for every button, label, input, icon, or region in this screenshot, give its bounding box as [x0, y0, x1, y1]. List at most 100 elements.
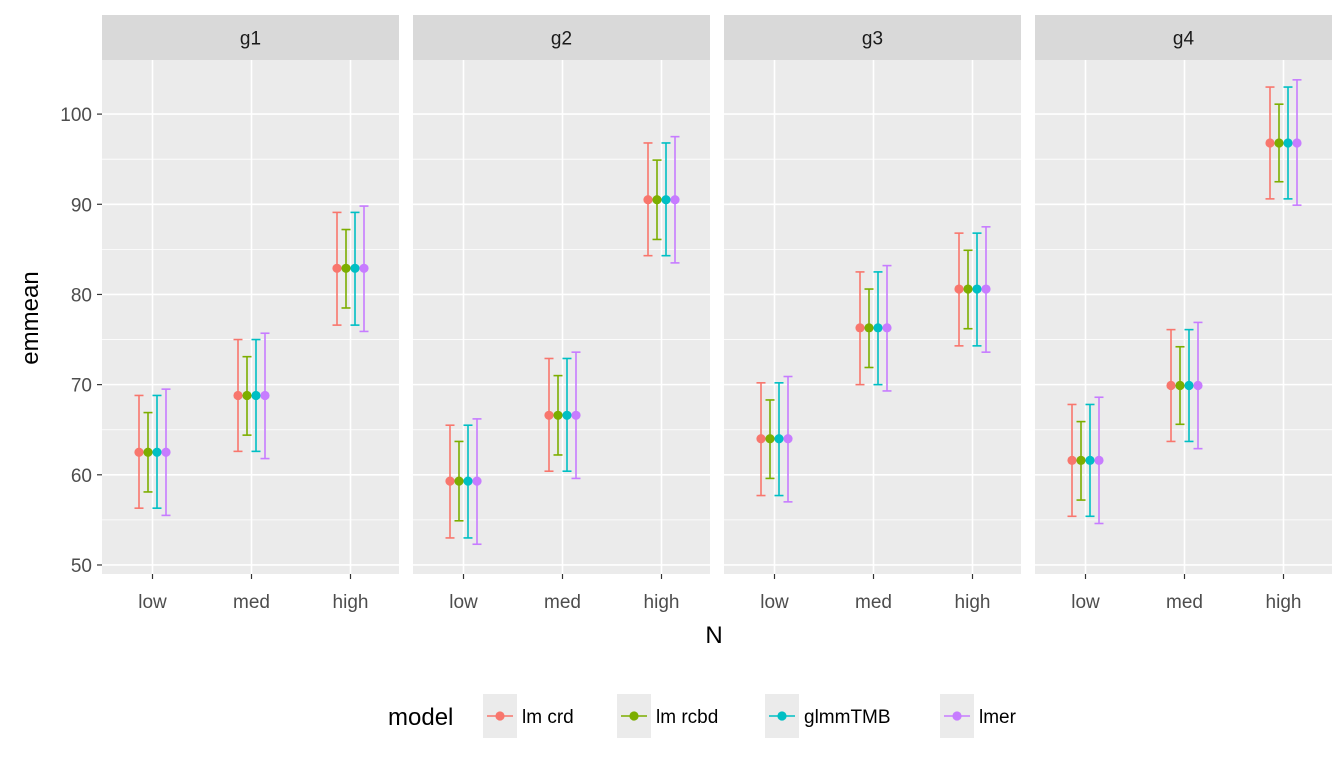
point-g2-lmer-high — [670, 195, 680, 205]
y-tick-label-80: 80 — [71, 285, 92, 306]
panel-g2: g2 low med high — [413, 15, 710, 613]
panels-layer: g1 low med high g2 low med high g3 low med high g4 lo… — [102, 15, 1332, 613]
point-g4-lm-rcbd-high — [1274, 138, 1284, 148]
point-g2-lmer-low — [472, 476, 482, 486]
y-tick-label-90: 90 — [71, 195, 92, 216]
strip-g1 — [102, 15, 399, 60]
x-tick-label-g2-med: med — [544, 592, 581, 613]
point-g1-glmmtmb-med — [251, 390, 261, 401]
point-g4-lmer-med — [1193, 380, 1203, 391]
strip-label-g1: g1 — [240, 29, 261, 50]
x-tick-label-g4-high: high — [1266, 592, 1302, 613]
point-g4-lmer-low — [1094, 455, 1104, 465]
x-tick-label-g1-high: high — [333, 592, 369, 613]
x-tick-label-g3-med: med — [855, 592, 892, 613]
point-g1-lm-crd-med — [233, 390, 243, 401]
legend-label-lm-crd: lm crd — [522, 707, 574, 728]
panel-g3: g3 low med high — [724, 15, 1021, 613]
point-g2-lm-crd-med — [544, 410, 554, 420]
point-g4-lm-crd-high — [1265, 138, 1275, 148]
panel-g4: g4 low med high — [1035, 15, 1332, 613]
point-g2-glmmtmb-med — [562, 410, 572, 420]
legend-item-lm-rcbd: lm rcbd — [617, 694, 718, 738]
legend-label-lm-rcbd: lm rcbd — [656, 707, 718, 728]
panel-g1: g1 low med high — [102, 15, 399, 613]
point-g4-lmer-high — [1292, 138, 1302, 148]
point-g1-lmer-low — [161, 447, 171, 457]
point-g4-lm-rcbd-med — [1175, 380, 1185, 391]
x-tick-label-g2-low: low — [449, 592, 478, 613]
strip-label-g4: g4 — [1173, 29, 1195, 50]
legend: model lm crd lm rcbd glmmTMB lmer — [388, 694, 1017, 738]
point-g2-glmmtmb-low — [463, 476, 473, 486]
strip-g4 — [1035, 15, 1332, 60]
y-axis: 50 60 70 80 90 100 — [60, 105, 102, 577]
point-g3-lm-crd-low — [756, 434, 766, 444]
x-tick-label-g1-low: low — [138, 592, 167, 613]
point-g1-lmer-high — [359, 263, 369, 273]
x-tick-label-g4-low: low — [1071, 592, 1100, 613]
point-g3-lmer-med — [882, 323, 892, 333]
strip-g2 — [413, 15, 710, 60]
point-g2-glmmtmb-high — [661, 195, 671, 205]
point-g2-lm-rcbd-med — [553, 410, 563, 420]
point-g3-lm-crd-med — [855, 323, 865, 333]
x-tick-label-g3-high: high — [955, 592, 991, 613]
point-g3-lm-crd-high — [954, 284, 964, 294]
point-g1-glmmtmb-low — [152, 447, 162, 457]
legend-label-lmer: lmer — [979, 707, 1017, 728]
legend-title: model — [388, 704, 453, 731]
point-g1-lm-rcbd-low — [143, 447, 153, 457]
panel-background — [413, 60, 710, 574]
point-g4-lm-crd-low — [1067, 455, 1077, 465]
legend-label-glmmtmb: glmmTMB — [804, 707, 891, 728]
point-g1-lm-crd-high — [332, 263, 342, 273]
y-tick-label-100: 100 — [60, 105, 92, 126]
x-tick-label-g3-low: low — [760, 592, 789, 613]
point-g2-lm-crd-low — [445, 476, 455, 486]
legend-point-lm-rcbd — [629, 711, 639, 721]
legend-point-lm-crd — [495, 711, 505, 721]
point-g1-lm-crd-low — [134, 447, 144, 457]
point-g3-lm-rcbd-low — [765, 434, 775, 444]
y-axis-title: emmean — [17, 271, 44, 364]
x-tick-label-g2-high: high — [644, 592, 680, 613]
point-g3-lmer-high — [981, 284, 991, 294]
point-g2-lmer-med — [571, 410, 581, 420]
point-g3-lm-rcbd-med — [864, 323, 874, 333]
point-g1-lm-rcbd-med — [242, 390, 252, 401]
x-tick-label-g1-med: med — [233, 592, 270, 613]
panel-background — [102, 60, 399, 574]
point-g4-lm-crd-med — [1166, 380, 1176, 391]
point-g4-glmmtmb-high — [1283, 138, 1293, 148]
point-g3-glmmtmb-low — [774, 434, 784, 444]
point-g3-glmmtmb-med — [873, 323, 883, 333]
point-g2-lm-rcbd-high — [652, 195, 662, 205]
point-g4-glmmtmb-low — [1085, 455, 1095, 465]
point-g1-lm-rcbd-high — [341, 263, 351, 273]
legend-item-glmmtmb: glmmTMB — [765, 694, 891, 738]
strip-g3 — [724, 15, 1021, 60]
strip-label-g3: g3 — [862, 29, 883, 50]
legend-point-glmmtmb — [777, 711, 787, 721]
strip-label-g2: g2 — [551, 29, 572, 50]
point-g3-glmmtmb-high — [972, 284, 982, 294]
legend-item-lmer: lmer — [940, 694, 1017, 738]
x-axis-title: N — [705, 622, 722, 649]
point-g3-lmer-low — [783, 434, 793, 444]
y-tick-label-70: 70 — [71, 376, 92, 397]
point-g4-glmmtmb-med — [1184, 380, 1194, 391]
point-g1-lmer-med — [260, 390, 270, 401]
point-g2-lm-crd-high — [643, 195, 653, 205]
legend-point-lmer — [952, 711, 962, 721]
point-g3-lm-rcbd-high — [963, 284, 973, 294]
point-g2-lm-rcbd-low — [454, 476, 464, 486]
panel-background — [724, 60, 1021, 574]
y-tick-label-60: 60 — [71, 466, 92, 487]
y-tick-label-50: 50 — [71, 556, 92, 577]
x-tick-label-g4-med: med — [1166, 592, 1203, 613]
point-g4-lm-rcbd-low — [1076, 455, 1086, 465]
point-g1-glmmtmb-high — [350, 263, 360, 273]
legend-item-lm-crd: lm crd — [483, 694, 574, 738]
